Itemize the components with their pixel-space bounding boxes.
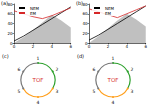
svg-text:4: 4 bbox=[112, 100, 115, 105]
svg-text:5: 5 bbox=[93, 89, 96, 94]
svg-text:4: 4 bbox=[37, 100, 40, 105]
svg-text:6: 6 bbox=[18, 67, 21, 72]
svg-text:EM: EM bbox=[105, 11, 112, 16]
svg-text:3: 3 bbox=[56, 89, 59, 94]
svg-text:4: 4 bbox=[126, 44, 129, 49]
svg-text:0: 0 bbox=[88, 44, 91, 49]
svg-text:EM: EM bbox=[30, 11, 37, 16]
svg-text:5: 5 bbox=[18, 89, 21, 94]
svg-text:80: 80 bbox=[82, 2, 88, 7]
svg-text:1: 1 bbox=[112, 56, 115, 61]
svg-text:2: 2 bbox=[107, 44, 110, 49]
svg-text:60: 60 bbox=[82, 11, 88, 16]
svg-text:0: 0 bbox=[13, 44, 16, 49]
svg-text:6: 6 bbox=[144, 44, 147, 49]
svg-text:TOF: TOF bbox=[32, 77, 44, 83]
svg-text:20: 20 bbox=[82, 31, 88, 36]
svg-text:2: 2 bbox=[131, 67, 134, 72]
svg-text:NEM: NEM bbox=[30, 5, 39, 11]
svg-text:0: 0 bbox=[10, 40, 13, 46]
svg-text:(a): (a) bbox=[1, 0, 8, 6]
svg-text:(d): (d) bbox=[77, 53, 84, 59]
svg-text:3: 3 bbox=[131, 89, 134, 94]
svg-text:1: 1 bbox=[37, 56, 40, 61]
svg-text:NEM: NEM bbox=[105, 5, 114, 11]
svg-text:(b): (b) bbox=[76, 0, 83, 6]
svg-text:6: 6 bbox=[93, 67, 96, 72]
svg-text:40: 40 bbox=[7, 21, 13, 26]
svg-text:20: 20 bbox=[7, 31, 13, 36]
svg-text:6: 6 bbox=[69, 44, 72, 49]
svg-text:40: 40 bbox=[82, 21, 88, 26]
svg-text:2: 2 bbox=[32, 44, 35, 49]
svg-text:60: 60 bbox=[7, 11, 13, 16]
svg-text:TOF: TOF bbox=[107, 77, 119, 83]
svg-text:(c): (c) bbox=[2, 53, 9, 59]
svg-text:0: 0 bbox=[85, 40, 88, 46]
svg-text:4: 4 bbox=[51, 44, 54, 49]
svg-text:80: 80 bbox=[7, 2, 13, 7]
svg-text:2: 2 bbox=[56, 67, 59, 72]
